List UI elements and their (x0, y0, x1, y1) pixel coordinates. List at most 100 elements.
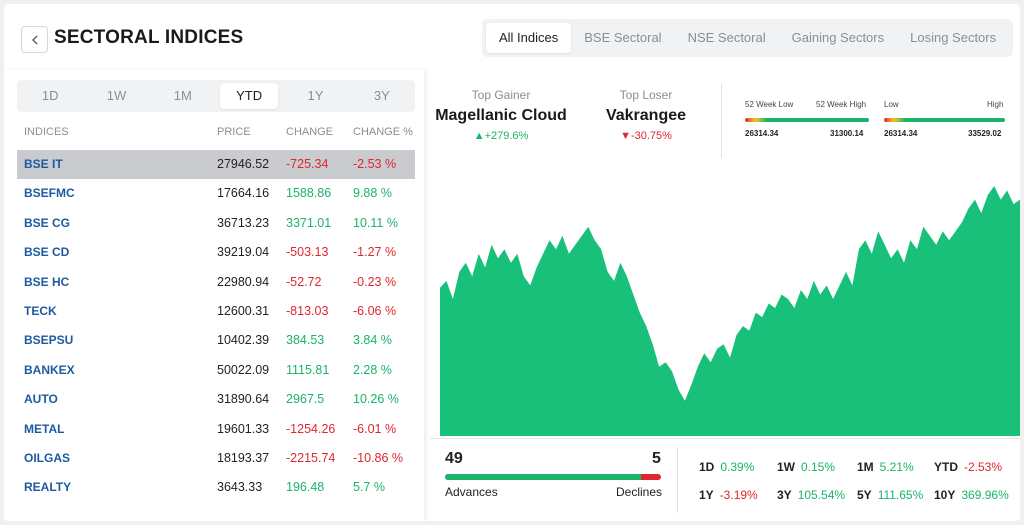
index-price: 22980.94 (217, 274, 270, 289)
index-change-pct: -10.86 % (353, 450, 404, 465)
tab-gaining-sectors[interactable]: Gaining Sectors (791, 30, 885, 45)
index-change-pct: 10.26 % (353, 392, 399, 407)
return-period: 5Y (857, 488, 872, 502)
return-1m: 1M 5.21% (857, 460, 914, 474)
week52-low-label: 52 Week Low (745, 100, 794, 109)
return-period: 1D (699, 460, 715, 474)
period-1y[interactable]: 1Y (307, 88, 324, 103)
advance-fill (445, 474, 641, 480)
day-high-value: 33529.02 (968, 129, 1002, 138)
day-low-label: Low (884, 100, 899, 109)
tab-losing-sectors[interactable]: Losing Sectors (910, 30, 997, 45)
day-range-bar (884, 118, 1005, 122)
index-name: BSEPSU (24, 333, 74, 348)
index-name: METAL (24, 421, 65, 436)
index-name: REALTY (24, 480, 72, 495)
tab-all-indices[interactable]: All Indices (486, 23, 572, 53)
declines-count: 5 (652, 450, 661, 467)
table-row[interactable]: AUTO 31890.64 2967.5 10.26 % (17, 385, 415, 414)
period-ytd[interactable]: YTD (220, 83, 279, 109)
return-period: 10Y (934, 488, 956, 502)
top-loser-change: ▼-30.75% (596, 130, 696, 142)
index-change-pct: 9.88 % (353, 186, 392, 201)
index-price: 3643.33 (217, 480, 263, 495)
return-1y: 1Y -3.19% (699, 488, 758, 502)
return-period: 1M (857, 460, 874, 474)
tab-bse-sectoral[interactable]: BSE Sectoral (584, 30, 662, 45)
index-name: OILGAS (24, 450, 71, 465)
index-change: 1588.86 (286, 186, 332, 201)
table-row[interactable]: BSE HC 22980.94 -52.72 -0.23 % (17, 268, 415, 297)
index-price: 31890.64 (217, 392, 270, 407)
header-change: CHANGE (286, 126, 334, 138)
index-change-pct: -1.27 % (353, 245, 397, 260)
table-row[interactable]: OILGAS 18193.37 -2215.74 -10.86 % (17, 444, 415, 473)
advances-count: 49 (445, 450, 463, 467)
period-1d[interactable]: 1D (41, 88, 59, 103)
index-change: 2967.5 (286, 392, 325, 407)
return-3y: 3Y 105.54% (777, 488, 845, 502)
table-row[interactable]: BANKEX 50022.09 1115.81 2.28 % (17, 356, 415, 385)
index-change-pct: 3.84 % (353, 333, 392, 348)
sectoral-indices-card: SECTORAL INDICES All Indices BSE Sectora… (4, 4, 1020, 521)
indices-table: BSE IT 27946.52 -725.34 -2.53 % BSEFMC 17664.… (17, 150, 415, 503)
table-row[interactable]: METAL 19601.33 -1254.26 -6.01 % (17, 415, 415, 444)
index-tabs: All Indices BSE Sectoral NSE Sectoral Ga… (482, 19, 1014, 57)
index-change: 3371.01 (286, 215, 332, 230)
index-change: -1254.26 (286, 421, 336, 436)
divider (721, 84, 722, 158)
index-change: 384.53 (286, 333, 325, 348)
period-1w[interactable]: 1W (106, 88, 127, 103)
return-1d: 1D 0.39% (699, 460, 754, 474)
return-1w: 1W 0.15% (777, 460, 835, 474)
top-gainer-name[interactable]: Magellanic Cloud (435, 107, 567, 124)
header-change-pct: CHANGE % (353, 126, 413, 138)
return-value: 5.21% (879, 460, 914, 474)
day-high-label: High (987, 100, 1004, 109)
page-title: SECTORAL INDICES (54, 27, 244, 48)
return-10y: 10Y 369.96% (934, 488, 1009, 502)
day-low-value: 26314.34 (884, 129, 918, 138)
up-triangle-icon: ▲ (473, 130, 485, 142)
table-row[interactable]: REALTY 3643.33 196.48 5.7 % (17, 473, 415, 502)
table-row[interactable]: BSE CD 39219.04 -503.13 -1.27 % (17, 238, 415, 267)
return-value: -3.19% (719, 488, 758, 502)
back-button[interactable] (21, 26, 48, 53)
top-gainer-change: ▲+279.6% (451, 130, 551, 142)
index-change-pct: -0.23 % (353, 274, 397, 289)
return-period: 3Y (777, 488, 792, 502)
declines-label: Declines (616, 485, 663, 499)
return-value: 111.65% (877, 488, 924, 502)
table-row[interactable]: BSE IT 27946.52 -725.34 -2.53 % (17, 150, 415, 180)
index-price: 10402.39 (217, 333, 270, 348)
indices-panel: 1D 1W 1M YTD 1Y 3Y INDICES PRICE CHANGE … (4, 70, 424, 521)
index-change: -503.13 (286, 245, 329, 260)
index-change-pct: -2.53 % (353, 157, 397, 171)
index-price: 12600.31 (217, 303, 270, 318)
table-row[interactable]: TECK 12600.31 -813.03 -6.06 % (17, 297, 415, 326)
period-1m[interactable]: 1M (173, 88, 192, 103)
index-name: BSE IT (24, 157, 63, 171)
week52-range-bar (745, 118, 869, 122)
return-ytd: YTD -2.53% (934, 460, 1002, 474)
index-change-pct: 10.11 % (353, 215, 398, 230)
index-change: -813.03 (286, 303, 329, 318)
return-value: 369.96% (961, 488, 1009, 502)
tab-nse-sectoral[interactable]: NSE Sectoral (687, 30, 766, 45)
table-row[interactable]: BSEPSU 10402.39 384.53 3.84 % (17, 326, 415, 355)
index-name: BSE HC (24, 274, 70, 289)
top-loser-name[interactable]: Vakrangee (605, 107, 687, 124)
index-price: 19601.33 (217, 421, 270, 436)
period-3y[interactable]: 3Y (373, 88, 390, 103)
top-gainer-change-value: +279.6% (484, 130, 529, 142)
table-row[interactable]: BSEFMC 17664.16 1588.86 9.88 % (17, 179, 415, 208)
top-gainer-label: Top Gainer (471, 88, 531, 102)
table-row[interactable]: BSE CG 36713.23 3371.01 10.11 % (17, 209, 415, 238)
index-name: BSEFMC (24, 186, 75, 201)
top-loser-label: Top Loser (619, 88, 673, 102)
return-value: 0.39% (720, 460, 755, 474)
index-name: BANKEX (24, 362, 75, 377)
index-price: 17664.16 (217, 186, 270, 201)
index-price: 18193.37 (217, 450, 270, 465)
price-area-chart[interactable] (440, 182, 1020, 436)
